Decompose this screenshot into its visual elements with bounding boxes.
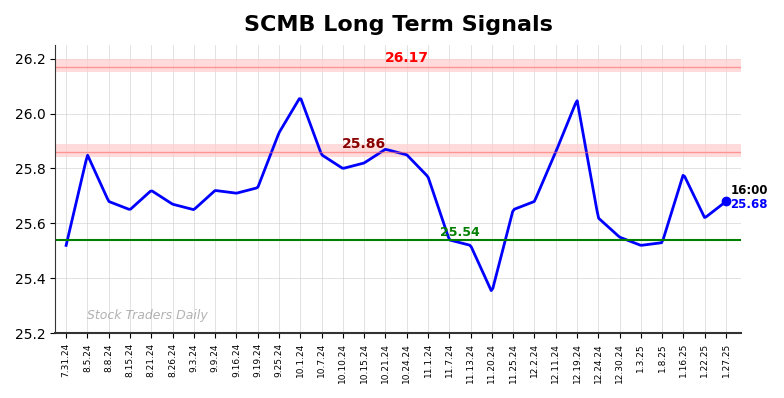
Text: 25.54: 25.54 (440, 226, 480, 238)
Text: 26.17: 26.17 (385, 51, 429, 66)
Text: 25.86: 25.86 (342, 137, 387, 150)
Text: 16:00: 16:00 (730, 184, 768, 197)
Text: Stock Traders Daily: Stock Traders Daily (87, 309, 209, 322)
Bar (56, 144, 741, 158)
Bar (56, 59, 741, 72)
Title: SCMB Long Term Signals: SCMB Long Term Signals (244, 15, 553, 35)
Text: 25.68: 25.68 (730, 198, 768, 211)
